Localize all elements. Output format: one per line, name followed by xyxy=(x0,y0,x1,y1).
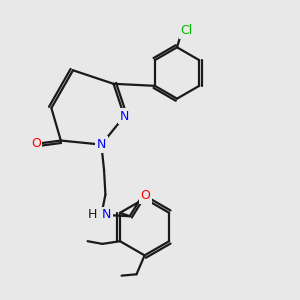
Text: Cl: Cl xyxy=(180,24,193,37)
Text: O: O xyxy=(140,189,150,202)
Text: N: N xyxy=(120,110,129,123)
Text: N: N xyxy=(97,138,106,151)
Text: O: O xyxy=(31,137,40,150)
Text: H: H xyxy=(88,208,98,221)
Text: N: N xyxy=(102,208,112,221)
